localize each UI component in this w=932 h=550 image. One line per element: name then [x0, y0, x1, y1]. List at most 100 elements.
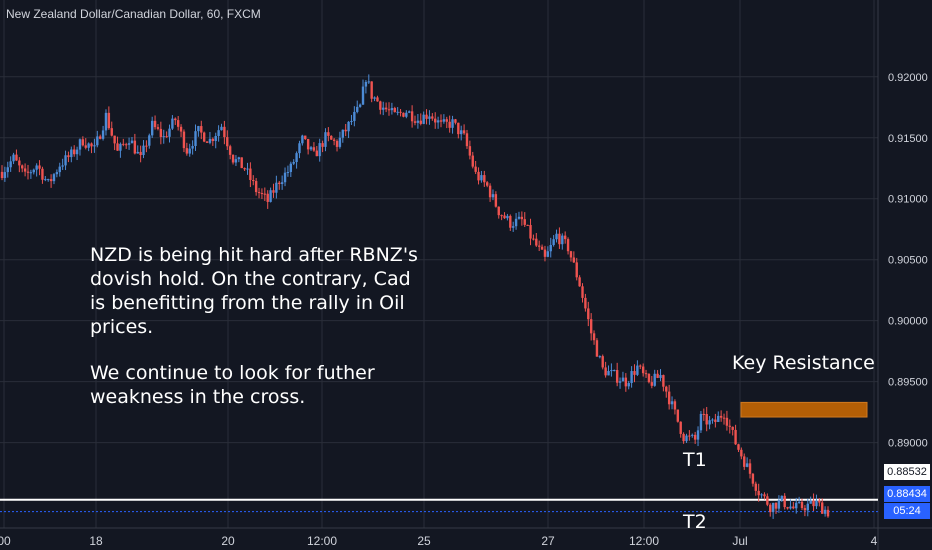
candle-body	[174, 118, 177, 121]
candle-body	[587, 308, 590, 320]
candle-body	[162, 136, 165, 138]
candle-body	[575, 262, 578, 278]
candle-body	[47, 179, 50, 181]
candle-body	[679, 421, 682, 434]
candle-body	[584, 297, 587, 309]
candle-body	[197, 126, 200, 132]
candle-body	[73, 149, 76, 155]
candle-body	[399, 111, 402, 113]
candle-body	[286, 171, 290, 173]
candle-body	[402, 112, 405, 117]
candle-body	[21, 165, 24, 169]
candle-body	[792, 506, 795, 509]
candle-body	[171, 118, 174, 129]
candle-body	[760, 494, 763, 496]
candle-body	[90, 143, 93, 147]
candle-body	[324, 132, 327, 147]
candle-body	[644, 373, 648, 375]
candle-body	[304, 135, 307, 140]
candle-body	[428, 116, 431, 119]
candle-body	[434, 118, 437, 123]
candle-body	[436, 120, 440, 123]
candle-body	[156, 127, 160, 129]
candle-body	[29, 172, 33, 174]
candle-body	[384, 107, 388, 110]
candle-body	[532, 238, 535, 240]
candle-body	[789, 506, 792, 509]
candle-body	[780, 495, 783, 501]
candle-body	[595, 340, 599, 357]
candle-body	[546, 251, 550, 257]
candle-body	[607, 370, 610, 376]
candle-body	[503, 215, 506, 219]
candle-body	[451, 119, 454, 128]
candle-body	[506, 215, 509, 219]
candle-body	[639, 365, 642, 367]
candle-body	[457, 122, 460, 135]
candle-body	[58, 166, 61, 173]
candle-body	[243, 168, 246, 170]
candle-body	[67, 155, 70, 158]
candle-body	[702, 413, 706, 415]
candle-body	[142, 145, 145, 156]
candle-body	[589, 319, 593, 334]
candle-body	[627, 383, 630, 387]
candle-body	[766, 496, 769, 505]
candle-body	[682, 433, 685, 442]
candle-body	[581, 286, 584, 298]
candle-body	[376, 97, 379, 102]
candle-body	[390, 108, 394, 111]
y-tick-label: 0.89000	[888, 438, 928, 450]
candle-body	[214, 136, 217, 142]
x-tick-label: 12:00	[629, 534, 659, 548]
candle-body	[370, 81, 373, 99]
candle-body	[812, 500, 815, 507]
x-tick-label: 25	[417, 534, 431, 548]
candle-body	[691, 434, 694, 436]
candle-body	[104, 112, 108, 131]
candle-body	[786, 507, 789, 509]
candle-body	[240, 157, 243, 169]
candle-body	[396, 111, 399, 113]
x-tick-label: 12:00	[307, 534, 337, 548]
candle-body	[797, 501, 801, 503]
candle-body	[96, 136, 99, 146]
target-t1-label: T1	[683, 449, 707, 471]
candle-body	[361, 86, 365, 105]
candle-body	[636, 365, 639, 375]
candle-body	[442, 119, 446, 122]
candle-body	[598, 356, 602, 358]
candle-body	[306, 139, 310, 150]
candle-body	[191, 145, 194, 149]
candle-body	[592, 333, 596, 341]
candle-body	[650, 382, 654, 386]
candle-body	[826, 509, 830, 517]
candle-body	[511, 226, 515, 228]
candle-body	[44, 179, 47, 181]
candle-body	[364, 81, 368, 87]
x-tick-label: 27	[541, 534, 555, 548]
x-tick-label: 18	[89, 534, 103, 548]
candle-body	[419, 120, 422, 124]
candle-body	[673, 401, 677, 410]
candle-body	[569, 251, 573, 258]
candle-body	[367, 81, 370, 83]
last-price-tag: 0.88434	[884, 486, 930, 502]
symbol-title: New Zealand Dollar/Canadian Dollar, 60, …	[6, 7, 261, 21]
candle-body	[136, 151, 139, 154]
candle-body	[252, 179, 255, 182]
candle-body	[821, 502, 824, 514]
candle-body	[246, 168, 249, 170]
candle-body	[561, 235, 564, 245]
x-tick-label: 00	[0, 534, 11, 548]
candle-body	[295, 153, 298, 163]
candle-body	[445, 119, 448, 122]
candle-body	[757, 490, 760, 496]
candle-body	[237, 157, 241, 160]
key-resistance-label: Key Resistance	[732, 352, 875, 374]
candle-body	[41, 168, 44, 180]
candle-body	[705, 413, 708, 425]
candle-body	[119, 143, 122, 151]
